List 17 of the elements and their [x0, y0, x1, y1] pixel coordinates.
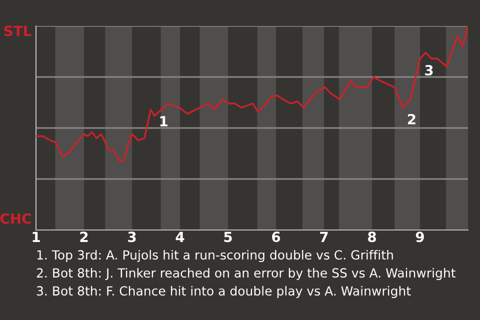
x-tick-label: 6 — [272, 232, 280, 242]
text: CHC — [0, 213, 31, 224]
x-tick-label: 2 — [80, 232, 88, 242]
x-tick-label: 3 — [128, 232, 136, 242]
annotation: 3 — [425, 65, 433, 76]
x-tick-label: 1 — [32, 232, 40, 242]
text: 2. Bot 8th: J. Tinker reached on an error by the SS vs A. Wainwright — [36, 268, 456, 280]
annotation: 1 — [160, 116, 168, 126]
text: STL — [4, 26, 32, 36]
annotation: 2 — [408, 114, 416, 124]
text: 1. Top 3rd: A. Pujols hit a run-scoring double vs C. Griffith — [37, 250, 393, 262]
x-tick-label: 8 — [368, 232, 376, 242]
x-tick-label: 9 — [416, 232, 424, 242]
x-tick-label: 5 — [224, 232, 232, 242]
text: 3. Bot 8th: F. Chance hit into a double play vs A. Wainwright — [36, 286, 411, 298]
x-tick-label: 7 — [320, 232, 328, 242]
x-tick-label: 4 — [176, 232, 184, 242]
